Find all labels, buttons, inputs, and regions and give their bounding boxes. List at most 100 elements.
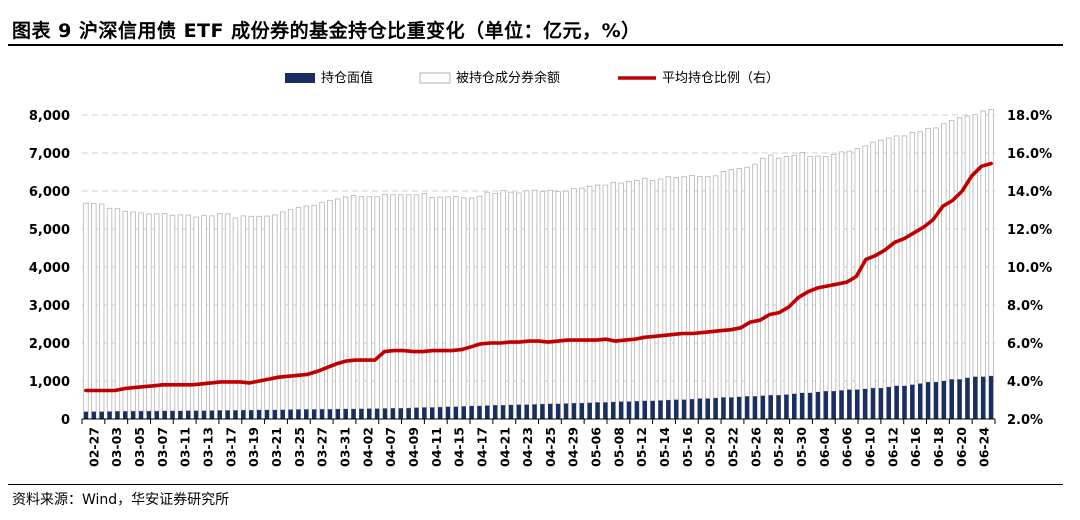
title-rule [8,44,1063,46]
remaining-bar [461,197,467,407]
holding-bar [634,401,640,419]
remaining-bar [539,190,546,405]
holding-bar [217,410,223,419]
y-left-tick-label: 4,000 [29,261,70,276]
holding-bar [201,410,207,419]
x-tick-label: 06-18 [931,427,946,467]
remaining-bar [468,197,475,407]
x-tick-label: 05-26 [748,427,763,467]
holding-bar [713,398,718,419]
holding-bar [154,411,160,419]
y-right-tick-label: 16.0% [1007,147,1052,162]
holding-bar [666,400,671,419]
x-tick-label: 06-20 [954,427,969,467]
holding-bar [973,376,978,419]
holding-bar [823,391,829,419]
remaining-bar [634,180,640,402]
remaining-bar [138,212,144,412]
x-tick-label: 05-30 [794,427,809,467]
holding-bar [894,385,899,419]
remaining-bar [295,206,302,410]
y-right-tick-label: 6.0% [1007,337,1043,352]
holding-bar [540,404,545,419]
remaining-bar [516,192,522,406]
holding-bar [193,410,199,419]
holding-bar [980,376,986,419]
holding-bar [878,388,884,419]
remaining-bar [917,131,923,385]
holding-bar [99,411,104,419]
remaining-bar [154,213,160,412]
x-tick-label: 06-10 [862,427,877,467]
remaining-bar [736,168,742,398]
holding-bar [563,403,569,419]
remaining-bar [697,175,703,400]
y-left-tick-label: 3,000 [29,299,70,314]
holding-bar [311,409,317,419]
remaining-bar [413,194,420,409]
remaining-bar [712,175,719,399]
x-tick-label: 06-16 [908,427,923,467]
holding-bar [382,408,388,419]
holding-bar [721,397,726,419]
x-tick-label: 04-21 [497,427,512,467]
y-right-tick-label: 2.0% [1007,413,1043,428]
remaining-bar [523,190,530,406]
remaining-bar [98,203,105,413]
axes: 0 1,000 2,000 3,000 4,000 5,000 6,000 7,000 8,00… [29,109,1052,467]
remaining-bar [964,115,971,379]
holding-bar [170,411,175,419]
x-tick-label: 05-06 [589,427,604,467]
holding-bar [910,384,915,419]
holding-bar [327,409,333,419]
source-note: 资料来源：Wind，华安证券研究所 [12,492,230,508]
x-tick-label: 05-28 [771,427,786,467]
remaining-bar [398,194,404,409]
holding-bar [689,399,695,419]
holding-bar [603,402,608,419]
remaining-bar [287,209,294,411]
x-tick-label: 03-11 [178,427,193,467]
holding-bar [366,408,372,419]
holding-bar [650,400,655,419]
remaining-bar [972,114,979,378]
remaining-bar [602,184,609,403]
remaining-bar [815,155,821,393]
x-tick-label: 05-22 [726,427,741,467]
holding-bar [272,410,278,419]
holding-bar [965,377,970,419]
remaining-bar [429,197,435,408]
remaining-bar [893,135,900,387]
holding-bar [752,396,758,419]
y-left-tick-label: 5,000 [29,223,70,238]
holding-bar [571,403,577,419]
holding-bar [815,392,821,419]
holding-bar [555,403,561,419]
holding-bar [256,410,262,419]
remaining-bar [130,211,136,412]
remaining-bar [720,171,727,398]
holding-bar [917,383,923,419]
remaining-bar [689,175,695,400]
remaining-bar [571,188,577,404]
holding-bar [453,406,459,419]
holding-bar [760,395,766,419]
remaining-bar [925,127,931,383]
holding-bar [414,407,419,419]
legend-swatch-holding [285,73,315,83]
y-right-tick-label: 12.0% [1007,223,1052,238]
bars [83,109,994,419]
remaining-bar [988,109,994,377]
remaining-bar [838,151,845,391]
remaining-bar [870,141,876,389]
y-left-tick-label: 2,000 [29,337,70,352]
remaining-bar [547,189,554,405]
holding-bar [949,379,955,419]
holding-bar [209,410,215,419]
y-left-tick-label: 7,000 [29,147,70,162]
y-left-tick-label: 6,000 [29,185,70,200]
remaining-bar [642,177,648,402]
holding-bar [862,388,868,419]
holding-bar [736,396,742,419]
y-right-tick-label: 18.0% [1007,109,1052,124]
